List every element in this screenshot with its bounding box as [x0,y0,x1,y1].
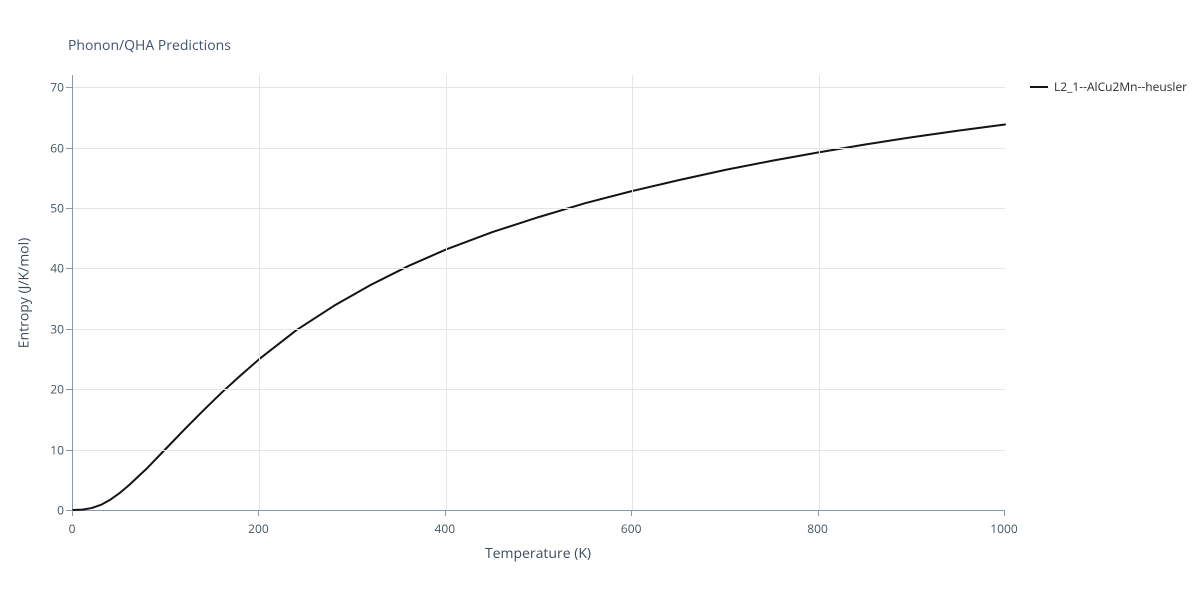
series-layer [73,75,1005,510]
y-tick-label: 30 [42,320,64,337]
y-tick-label: 70 [42,79,64,96]
y-tick [66,208,72,209]
legend: L2_1--AlCu2Mn--heusler [1030,78,1187,95]
gridline-horizontal [73,450,1005,451]
x-tick [1004,510,1005,516]
y-tick [66,510,72,511]
legend-swatch [1030,86,1048,88]
x-tick [258,510,259,516]
chart-root: Phonon/QHA Predictions Temperature (K) E… [0,0,1200,600]
y-tick-label: 10 [42,441,64,458]
y-axis-label: Entropy (J/K/mol) [15,237,34,348]
gridline-horizontal [73,389,1005,390]
legend-label: L2_1--AlCu2Mn--heusler [1054,78,1187,95]
gridline-horizontal [73,148,1005,149]
y-tick-label: 0 [42,502,64,519]
gridline-horizontal [73,329,1005,330]
gridline-vertical [632,75,633,510]
x-tick-label: 400 [435,520,456,537]
y-tick [66,329,72,330]
x-tick [631,510,632,516]
x-tick [445,510,446,516]
x-tick-label: 200 [248,520,269,537]
x-tick [72,510,73,516]
x-tick [818,510,819,516]
x-tick-label: 1000 [990,520,1017,537]
x-tick-label: 800 [807,520,828,537]
y-tick-label: 50 [42,199,64,216]
y-tick [66,389,72,390]
y-tick-label: 60 [42,139,64,156]
y-tick [66,268,72,269]
y-tick [66,87,72,88]
y-tick [66,148,72,149]
y-tick-label: 40 [42,260,64,277]
gridline-horizontal [73,87,1005,88]
series-line [73,125,1005,510]
chart-title: Phonon/QHA Predictions [68,36,231,55]
y-tick [66,450,72,451]
x-axis-label: Temperature (K) [485,544,591,563]
x-tick-label: 0 [69,520,76,537]
gridline-horizontal [73,268,1005,269]
gridline-vertical [446,75,447,510]
gridline-horizontal [73,208,1005,209]
y-tick-label: 20 [42,381,64,398]
gridline-vertical [259,75,260,510]
plot-area [72,75,1005,511]
x-tick-label: 600 [621,520,642,537]
gridline-vertical [819,75,820,510]
